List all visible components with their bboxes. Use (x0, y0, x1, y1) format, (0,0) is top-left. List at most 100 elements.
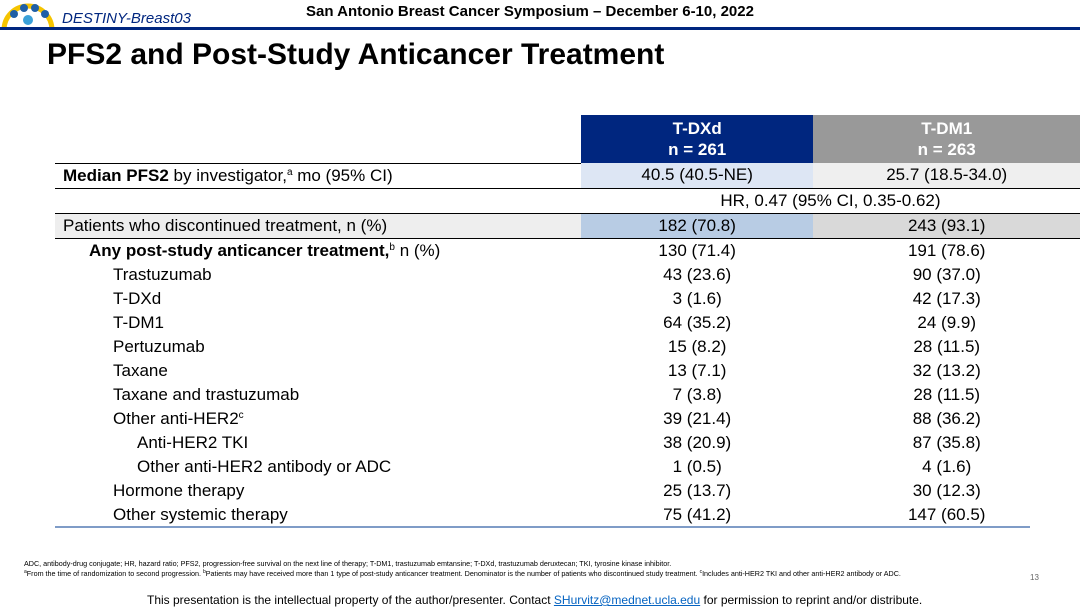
label-text: Anti-HER2 TKI (137, 432, 249, 452)
cell: 182 (70.8) (580, 213, 814, 238)
column-n: n = 263 (917, 140, 976, 159)
cell: 25.7 (18.5-34.0) (813, 163, 1080, 188)
row: Patients who discontinued treatment, n (… (55, 213, 1080, 238)
label-text: n (%) (394, 240, 441, 260)
row: Pertuzumab 15 (8.2) 28 (11.5) (55, 335, 1080, 359)
page-number: 13 (1030, 573, 1039, 582)
conference: San Antonio Breast Cancer Symposium – De… (306, 3, 754, 20)
label-sup: b (389, 241, 395, 253)
row: HR, 0.47 (95% CI, 0.35-0.62) (55, 187, 1080, 213)
cell: 25 (13.7) (663, 480, 732, 500)
label-bold: Any post-study anticancer treatment, (89, 240, 390, 260)
label-text: Pertuzumab (113, 336, 205, 356)
row: T-DXd 3 (1.6) 42 (17.3) (55, 287, 1080, 311)
cell: 15 (8.2) (667, 336, 727, 356)
notes: aFrom the time of randomization to secon… (24, 569, 1054, 579)
cell: 243 (93.1) (813, 213, 1080, 238)
label-text: Taxane (113, 360, 168, 380)
cell: 43 (23.6) (663, 264, 732, 284)
logo-text: DESTINY-Breast03 (62, 10, 191, 27)
row: Hormone therapy 25 (13.7) 30 (12.3) (55, 479, 1080, 503)
label-text: mo (95% CI) (292, 165, 393, 185)
cell: 32 (13.2) (912, 360, 981, 380)
note-sup: c (699, 569, 703, 575)
sub-rows: Trastuzumab 43 (23.6) 90 (37.0) T-DXd 3 (1.6… (55, 263, 1080, 527)
row: Trastuzumab 43 (23.6) 90 (37.0) (55, 263, 1080, 287)
note-sup: a (24, 569, 27, 575)
row-label: T-DXd (55, 287, 581, 311)
row: Other anti-HER2 antibody or ADC 1 (0.5) 4 … (55, 455, 1080, 479)
cell: 28 (11.5) (913, 384, 981, 404)
header-row: T-DXd n = 261 T-DM1 n = 263 (55, 115, 1080, 164)
row-label: Taxane (55, 359, 581, 383)
label-text: Other systemic therapy (113, 504, 288, 524)
footer-text: This presentation is the intellectual pr… (147, 593, 554, 607)
row-label: Any post-study anticancer treatment,b n … (55, 238, 581, 263)
abbreviations: ADC, antibody-drug conjugate; HR, hazard… (24, 559, 672, 568)
row: Median PFS2 by investigator,a mo (95% CI… (55, 163, 1080, 188)
row-label: Trastuzumab (55, 263, 581, 287)
note-sup: b (202, 569, 206, 575)
row: T-DM1 64 (35.2) 24 (9.9) (55, 311, 1080, 335)
row: Any post-study anticancer treatment,b n … (55, 238, 1080, 263)
row-label: T-DM1 (55, 311, 581, 335)
note: From the time of randomization to second… (26, 569, 203, 578)
cell: 13 (7.1) (667, 360, 727, 380)
row-label: Median PFS2 by investigator,a mo (95% CI… (55, 163, 581, 188)
row-label: Hormone therapy (55, 479, 581, 503)
corner (55, 115, 581, 164)
cell: 40.5 (40.5-NE) (580, 163, 814, 188)
footer: This presentation is the intellectual pr… (147, 593, 922, 607)
row-label: Other anti-HER2c (55, 407, 581, 431)
cell: 38 (20.9) (663, 432, 732, 452)
cell: 87 (35.8) (912, 432, 981, 452)
label-text: Other anti-HER2 antibody or ADC (137, 456, 392, 476)
cell: 42 (17.3) (912, 288, 981, 308)
cell: 3 (1.6) (672, 288, 722, 308)
label-bold: Median PFS2 (63, 165, 169, 185)
row: Anti-HER2 TKI 38 (20.9) 87 (35.8) (55, 431, 1080, 455)
row-label: Other anti-HER2 antibody or ADC (55, 455, 581, 479)
logo-icon (1, 3, 55, 31)
label-sup: a (286, 166, 293, 178)
row: Taxane 13 (7.1) 32 (13.2) (55, 359, 1080, 383)
footer-text: for permission to reprint and/or distrib… (700, 593, 923, 607)
cell: HR, 0.47 (95% CI, 0.35-0.62) (580, 187, 1080, 213)
label-text: Taxane and trastuzumab (113, 384, 300, 404)
label-text: Hormone therapy (113, 480, 245, 500)
cell: 7 (3.8) (672, 384, 722, 404)
label-text: T-DXd (113, 288, 162, 308)
cell: 39 (21.4) (663, 408, 732, 428)
row: Other anti-HER2c 39 (21.4) 88 (36.2) (55, 407, 1080, 431)
footnotes: ADC, antibody-drug conjugate; HR, hazard… (24, 559, 1054, 579)
row-label: Pertuzumab (55, 335, 581, 359)
column-header: T-DXd n = 261 (580, 115, 814, 163)
cell: 30 (12.3) (912, 480, 981, 500)
cell: 88 (36.2) (912, 408, 981, 428)
cell: 147 (60.5) (907, 504, 986, 524)
cell: 90 (37.0) (912, 264, 981, 284)
row-label: Patients who discontinued treatment, n (… (55, 213, 581, 238)
column-n: n = 261 (668, 140, 727, 159)
email-link[interactable]: SHurvitz@mednet.ucla.edu (553, 593, 701, 607)
cell: 75 (41.2) (663, 504, 732, 524)
row-label: Other systemic therapy (55, 503, 581, 527)
note: Patients may have received more than 1 t… (205, 569, 700, 578)
cell: 28 (11.5) (913, 336, 981, 356)
cell: 130 (71.4) (658, 240, 736, 260)
row: Other systemic therapy 75 (41.2) 147 (60.5… (55, 503, 1080, 527)
row-label: Anti-HER2 TKI (55, 431, 581, 455)
slide-title: PFS2 and Post-Study Anticancer Treatment (47, 38, 665, 71)
header-rule (0, 27, 1080, 30)
column-header: T-DM1 n = 263 (813, 115, 1080, 163)
row: Taxane and trastuzumab 7 (3.8) 28 (11.5) (55, 383, 1080, 407)
note: Includes anti-HER2 TKI and other anti-HE… (702, 569, 901, 578)
column-name: T-DM1 (921, 119, 973, 138)
label-sup: c (238, 409, 244, 421)
column-name: T-DXd (672, 119, 722, 138)
cell: 24 (9.9) (917, 312, 976, 332)
row-label (55, 187, 581, 213)
results-table: T-DXd n = 261 T-DM1 n = 263 Median PFS2 by… (55, 115, 1080, 527)
label-text: Trastuzumab (113, 264, 212, 284)
